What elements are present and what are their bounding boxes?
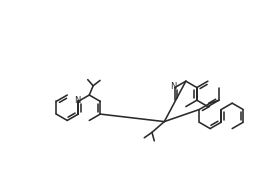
Text: N: N: [170, 82, 177, 91]
Text: N: N: [74, 96, 80, 105]
